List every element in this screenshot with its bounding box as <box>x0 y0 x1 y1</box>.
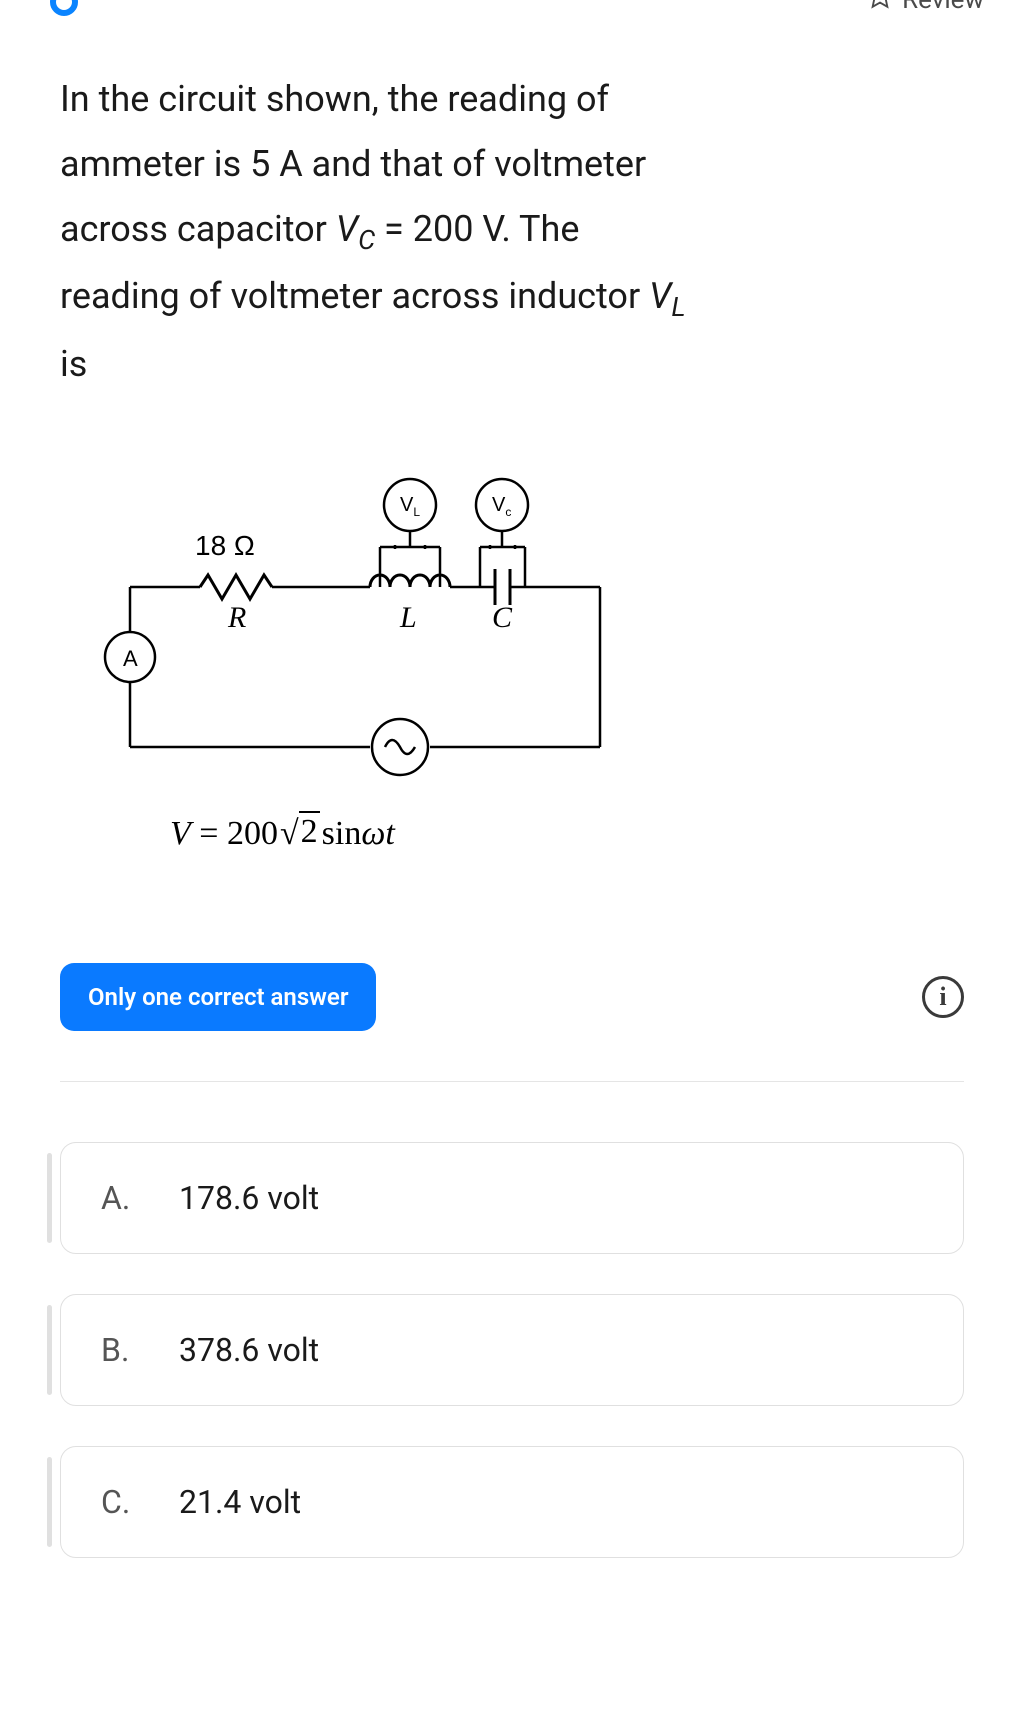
inductor-label: L <box>399 601 417 634</box>
option-b[interactable]: B. 378.6 volt <box>60 1294 964 1406</box>
question-line: In the circuit shown, the reading of <box>60 67 964 132</box>
option-c[interactable]: C. 21.4 volt <box>60 1446 964 1558</box>
question-line: ammeter is 5 A and that of voltmeter <box>60 132 964 197</box>
badge-row: Only one correct answer i <box>0 883 1024 1031</box>
option-letter: C. <box>101 1483 135 1521</box>
question-marker-icon <box>50 0 78 16</box>
resistor-value-label: 18 Ω <box>195 530 255 561</box>
source-equation: V = 200√2sinωt <box>100 797 964 853</box>
capacitor-label: C <box>492 601 513 634</box>
question-line: reading of voltmeter across inductor VL <box>60 264 964 332</box>
review-button[interactable]: Review <box>866 0 984 17</box>
answer-type-badge: Only one correct answer <box>60 963 376 1031</box>
option-letter: A. <box>101 1179 135 1217</box>
question-line: is <box>60 332 964 397</box>
resistor-label: R <box>227 601 246 634</box>
question-line: across capacitor VC = 200 V. The <box>60 197 964 265</box>
question-text: In the circuit shown, the reading of amm… <box>0 37 1024 437</box>
star-icon <box>866 0 894 17</box>
options-list: A. 178.6 volt B. 378.6 volt C. 21.4 volt <box>0 1082 1024 1598</box>
option-letter: B. <box>101 1331 135 1369</box>
info-icon[interactable]: i <box>922 976 964 1018</box>
ammeter-label: A <box>123 646 138 671</box>
review-label: Review <box>902 0 984 15</box>
circuit-diagram: 18 Ω R L C A VL Vc V = 200√2sinωt <box>0 437 1024 883</box>
option-text: 178.6 volt <box>179 1179 319 1217</box>
option-a[interactable]: A. 178.6 volt <box>60 1142 964 1254</box>
top-bar: Review <box>0 0 1024 37</box>
option-text: 378.6 volt <box>179 1331 319 1369</box>
option-text: 21.4 volt <box>179 1483 301 1521</box>
